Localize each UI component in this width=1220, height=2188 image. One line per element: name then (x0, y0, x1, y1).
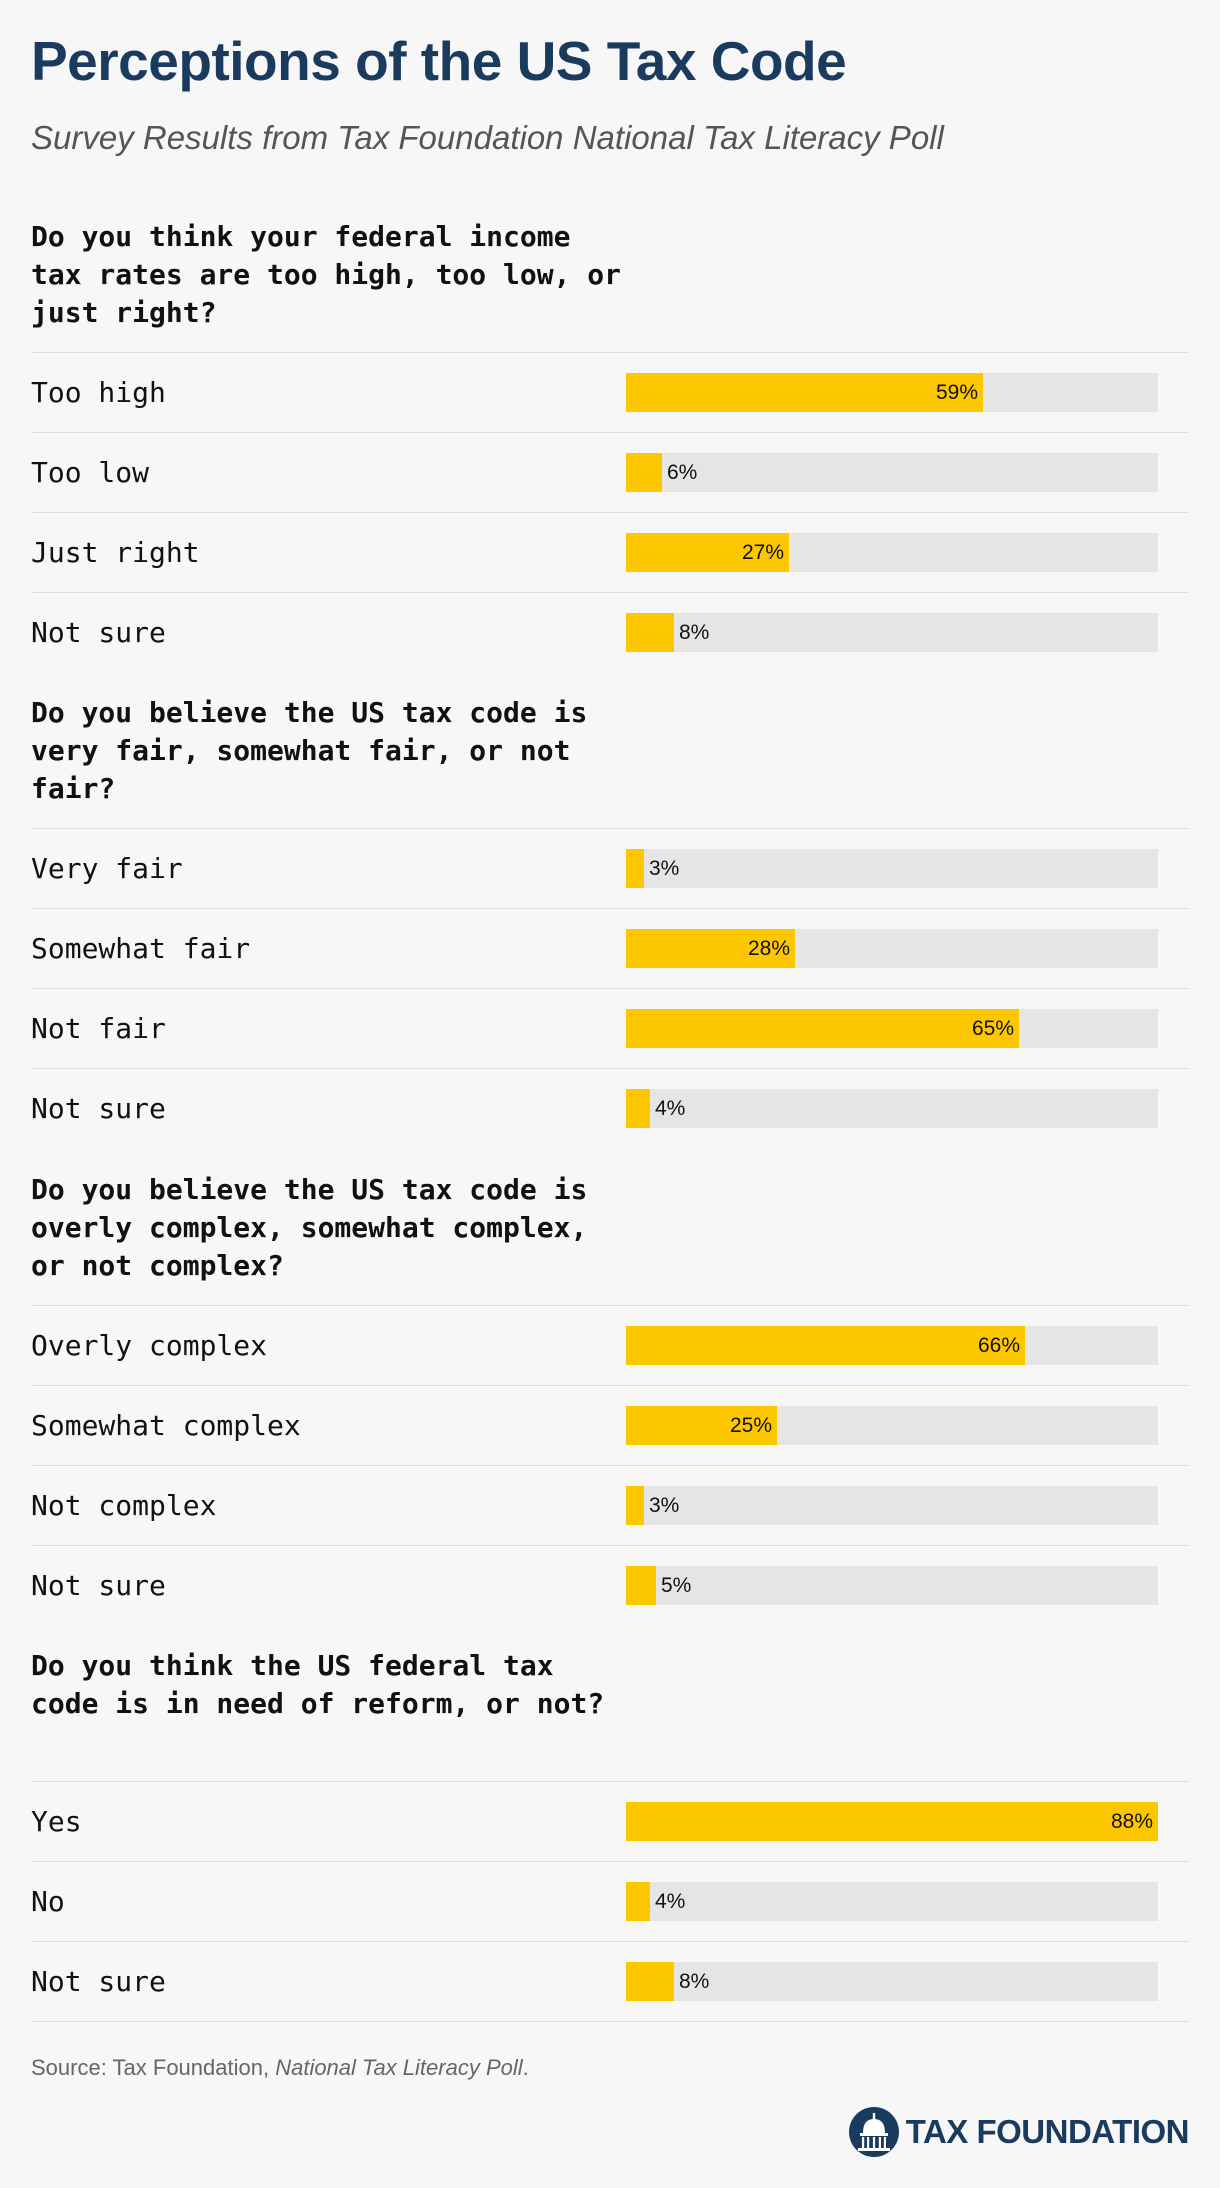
answer-label: Not complex (31, 1489, 217, 1522)
bar-value-label: 59% (935, 381, 978, 404)
bar-track: 28% (626, 929, 1158, 968)
bar-value-label: 4% (655, 1890, 686, 1913)
question-text: Do you think your federal income tax rat… (31, 220, 622, 329)
bar-value-label: 3% (649, 1494, 680, 1517)
bar-value-label: 88% (1110, 1810, 1153, 1833)
answer-row: Yes 88% (31, 1781, 1189, 1861)
answer-label: Overly complex (31, 1329, 268, 1362)
bar (626, 1882, 650, 1921)
bar-track: 8% (626, 613, 1158, 652)
source-note: Source: Tax Foundation, National Tax Lit… (31, 2055, 529, 2081)
answer-row: Not sure 8% (31, 1941, 1189, 2021)
bar-track: 5% (626, 1566, 1158, 1605)
bar-track: 59% (626, 373, 1158, 412)
bar-value-label: 65% (971, 1017, 1014, 1040)
answer-label: No (31, 1885, 65, 1918)
answer-row: Very fair 3% (31, 828, 1189, 908)
chart-subtitle: Survey Results from Tax Foundation Natio… (31, 119, 944, 156)
answer-label: Too high (31, 376, 166, 409)
question-text: Do you believe the US tax code is very f… (31, 696, 588, 805)
bar (626, 1089, 650, 1128)
answer-row: Overly complex 66% (31, 1305, 1189, 1385)
bar-value-label: 25% (729, 1414, 772, 1437)
bar-value-label: 3% (649, 857, 680, 880)
answer-row: Not fair 65% (31, 988, 1189, 1068)
bar (626, 1486, 644, 1525)
answer-row: Somewhat fair 28% (31, 908, 1189, 988)
question-text: Do you think the US federal tax code is … (31, 1649, 605, 1720)
bar-track: 6% (626, 453, 1158, 492)
bar (626, 1326, 1025, 1365)
source-title: National Tax Literacy Poll (275, 2055, 523, 2080)
bar-value-label: 5% (661, 1574, 692, 1597)
bar (626, 929, 795, 968)
answer-label: Very fair (31, 852, 183, 885)
bar (626, 533, 789, 572)
bar (626, 1962, 674, 2001)
answer-label: Not sure (31, 1965, 166, 1998)
bar-track: 3% (626, 849, 1158, 888)
bar-value-label: 28% (747, 937, 790, 960)
bar (626, 849, 644, 888)
bar-track: 8% (626, 1962, 1158, 2001)
answer-label: Somewhat fair (31, 932, 251, 965)
answer-rows: Too high 59% Too low 6% Just right 27% Not sur… (31, 352, 1189, 672)
answer-row: Too low 6% (31, 432, 1189, 512)
answer-label: Not fair (31, 1012, 166, 1045)
logo-text: TAX FOUNDATION (905, 2113, 1190, 2150)
bar-value-label: 66% (977, 1334, 1020, 1357)
answer-label: Just right (31, 536, 200, 569)
bar-value-label: 8% (679, 621, 710, 644)
bar (626, 1406, 777, 1445)
bar-track: 27% (626, 533, 1158, 572)
bar-value-label: 6% (667, 461, 698, 484)
answer-rows: Yes 88% No 4% Not sure 8% (31, 1781, 1189, 2021)
answer-row: Too high 59% (31, 352, 1189, 432)
answer-rows: Very fair 3% Somewhat fair 28% Not fair 65% No… (31, 828, 1189, 1148)
answer-label: Not sure (31, 1569, 166, 1602)
answer-row: Not sure 5% (31, 1545, 1189, 1625)
answer-label: Somewhat complex (31, 1409, 301, 1442)
answer-row: Somewhat complex 25% (31, 1385, 1189, 1465)
bar-value-label: 8% (679, 1970, 710, 1993)
bar-value-label: 27% (741, 541, 784, 564)
bar-track: 65% (626, 1009, 1158, 1048)
bar (626, 453, 662, 492)
bar-track: 3% (626, 1486, 1158, 1525)
answer-row: Just right 27% (31, 512, 1189, 592)
bar-track: 4% (626, 1089, 1158, 1128)
answer-label: Not sure (31, 1092, 166, 1125)
answer-label: Too low (31, 456, 150, 489)
bar-value-label: 4% (655, 1097, 686, 1120)
answer-row: Not sure 8% (31, 592, 1189, 672)
bar-track: 66% (626, 1326, 1158, 1365)
bar (626, 1802, 1158, 1841)
bar (626, 1566, 656, 1605)
tax-foundation-logo: TAX FOUNDATION (848, 2104, 1190, 2160)
answer-row: Not sure 4% (31, 1068, 1189, 1148)
bar (626, 1009, 1019, 1048)
source-suffix: . (522, 2055, 529, 2080)
answer-row: No 4% (31, 1861, 1189, 1941)
bar (626, 373, 983, 412)
source-prefix: Source: Tax Foundation, (31, 2055, 276, 2080)
bar-track: 4% (626, 1882, 1158, 1921)
question-text: Do you believe the US tax code is overly… (31, 1173, 588, 1282)
capitol-dome-icon (848, 2107, 899, 2157)
bar (626, 613, 674, 652)
bar-track: 88% (626, 1802, 1158, 1841)
answer-rows: Overly complex 66% Somewhat complex 25% Not … (31, 1305, 1189, 1625)
bottom-divider (31, 2021, 1189, 2022)
chart-title: Perceptions of the US Tax Code (31, 30, 847, 92)
answer-label: Not sure (31, 616, 166, 649)
answer-label: Yes (31, 1805, 82, 1838)
bar-track: 25% (626, 1406, 1158, 1445)
answer-row: Not complex 3% (31, 1465, 1189, 1545)
